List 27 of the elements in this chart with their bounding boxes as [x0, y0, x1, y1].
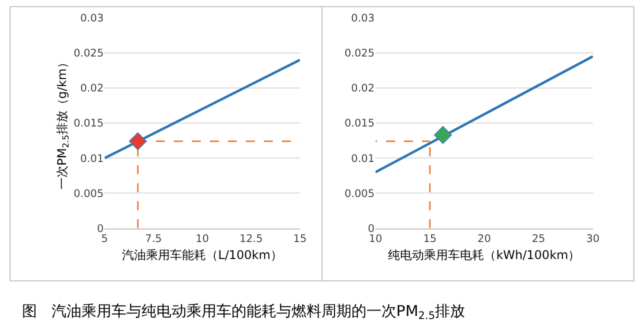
y-tick-label: 0 [368, 222, 375, 235]
y-tick-label: 0.025 [344, 48, 375, 60]
y-tick-label: 0.01 [351, 152, 375, 165]
y-tick-label: 0.02 [351, 82, 375, 95]
x-tick-label: 30 [586, 232, 600, 245]
x-axis-title: 纯电动乘用车电耗（kWh/100km） [388, 248, 580, 262]
y-tick-label: 0.03 [351, 12, 375, 24]
y-tick-label: 0.02 [80, 82, 104, 95]
y-tick-label: 0.015 [344, 118, 375, 130]
y-tick-label: 0.025 [74, 48, 104, 60]
y-tick-label: 0.01 [80, 152, 104, 165]
y-tick-label: 0 [96, 222, 104, 235]
x-tick-label: 15 [293, 232, 307, 245]
x-tick-label: 5 [101, 232, 108, 245]
x-tick-label: 7.5 [145, 232, 162, 245]
y-tick-label: 0.015 [74, 118, 104, 130]
x-tick-label: 20 [478, 232, 491, 245]
text: 图 汽油乘用车与纯电动乘用车的能耗与燃料周期的一次PM$_{2.5}$排放 [22, 302, 465, 322]
x-tick-label: 12.5 [239, 232, 263, 245]
x-tick-label: 10 [196, 232, 209, 245]
x-tick-label: 15 [423, 232, 437, 245]
x-tick-label: 10 [368, 232, 382, 245]
y-tick-label: 0.03 [80, 12, 104, 24]
x-axis-title: 汽油乘用车能耗（L/100km） [122, 248, 282, 262]
x-tick-label: 25 [532, 232, 546, 245]
y-tick-label: 0.005 [344, 188, 375, 200]
y-tick-label: 0.005 [74, 188, 104, 200]
